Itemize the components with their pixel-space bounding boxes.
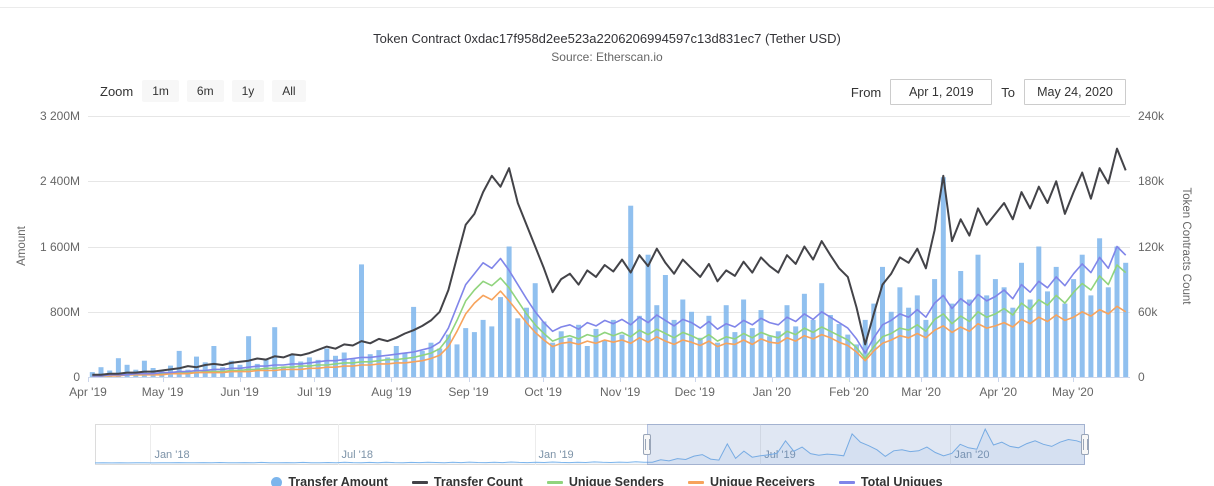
- navigator-series[interactable]: [95, 424, 1085, 465]
- x-axis-tick: [88, 377, 89, 382]
- x-axis-tick-label: Apr '19: [69, 385, 107, 399]
- x-axis-line: [88, 377, 1130, 378]
- x-axis-tick: [694, 377, 696, 382]
- x-axis-tick-label: Oct '19: [524, 385, 562, 399]
- y-axis-tick-label-right: 240k: [1138, 109, 1165, 123]
- y-axis-tick-label-left: 1 600M: [39, 239, 80, 254]
- legend-item-unique-receivers[interactable]: Unique Receivers: [688, 475, 815, 486]
- gridline: [88, 246, 1130, 248]
- line-series-unique-receivers[interactable]: [92, 290, 1127, 377]
- legend-item-transfer-amount[interactable]: Transfer Amount: [271, 475, 388, 486]
- x-axis-tick-label: May '19: [141, 385, 184, 399]
- y-axis-tick-label-left: 0: [73, 370, 80, 384]
- y-axis-tick-label-right: 0: [1138, 370, 1145, 384]
- x-axis-tick-label: Apr '20: [979, 385, 1017, 399]
- legend-item-label: Transfer Amount: [288, 475, 388, 486]
- navigator-axis-label: Jul '19: [764, 449, 795, 461]
- navigator-gridline: [150, 424, 152, 465]
- zoom-toolbar: Zoom 1m 6m 1y All: [100, 80, 306, 102]
- y-axis-tick-label-left: 3 200M: [39, 109, 80, 123]
- x-axis-tick: [1072, 377, 1074, 382]
- navigator-gridline: [337, 424, 339, 465]
- chart-title: Token Contract 0xdac17f958d2ee523a220620…: [373, 31, 841, 46]
- y-axis-tick-label-right: 60k: [1138, 304, 1158, 319]
- x-axis-tick-label: Jun '19: [220, 385, 259, 399]
- navigator-handle-right[interactable]: [1081, 434, 1089, 455]
- gridline: [88, 181, 1130, 183]
- from-label: From: [850, 84, 882, 100]
- legend-item-label: Unique Receivers: [710, 475, 815, 486]
- legend-item-total-uniques[interactable]: Total Uniques: [838, 475, 943, 486]
- y-axis-tick-label-right: 180k: [1138, 174, 1165, 189]
- y-axis-tick-label-right: 120k: [1138, 239, 1165, 254]
- line-series-total-uniques[interactable]: [92, 245, 1127, 377]
- navigator-gridline: [534, 424, 536, 465]
- date-range-toolbar: From To: [851, 79, 1126, 105]
- zoom-all-button[interactable]: All: [272, 80, 306, 102]
- x-axis-tick: [771, 377, 773, 382]
- zoom-1y-button[interactable]: 1y: [231, 80, 265, 102]
- line-series-unique-senders[interactable]: [92, 264, 1127, 377]
- legend-marker: [411, 480, 428, 484]
- x-axis-tick-label: Mar '20: [901, 385, 941, 399]
- x-axis-tick: [239, 377, 241, 382]
- legend-marker: [838, 480, 855, 484]
- zoom-6m-button[interactable]: 6m: [186, 80, 224, 102]
- x-axis-tick: [314, 377, 316, 382]
- navigator-axis-label: Jan '20: [954, 449, 989, 461]
- from-date-input[interactable]: [890, 79, 993, 105]
- navigator-handle-left[interactable]: [643, 434, 652, 455]
- legend-marker: [271, 476, 283, 486]
- top-divider: [0, 7, 1214, 8]
- chart-subtitle: Source: Etherscan.io: [551, 50, 663, 64]
- legend-marker: [546, 480, 563, 484]
- x-axis-tick: [848, 377, 850, 382]
- legend-item-label: Transfer Count: [433, 475, 523, 486]
- legend-item-transfer-count[interactable]: Transfer Count: [411, 475, 523, 486]
- gridline: [88, 311, 1130, 313]
- navigator-gridline: [950, 424, 952, 465]
- navigator-gridline: [760, 424, 762, 465]
- zoom-label: Zoom: [100, 83, 134, 99]
- x-axis-tick-label: Aug '19: [371, 385, 412, 399]
- x-axis-tick: [468, 377, 470, 382]
- x-axis-tick: [620, 377, 622, 382]
- x-axis-tick-label: Jul '19: [297, 385, 332, 399]
- x-axis-tick-label: Feb '20: [829, 385, 869, 399]
- navigator-selection[interactable]: [647, 424, 1085, 465]
- x-axis-tick-label: Sep '19: [448, 385, 489, 399]
- navigator-axis-label: Jul '18: [341, 449, 373, 461]
- y-axis-tick-label-left: 2 400M: [39, 174, 80, 189]
- to-label: To: [1001, 84, 1015, 100]
- plot-area[interactable]: [88, 116, 1130, 377]
- navigator-axis-label: Jan '19: [538, 449, 574, 461]
- line-series-transfer-count[interactable]: [92, 147, 1127, 376]
- legend-marker: [688, 480, 704, 484]
- x-axis-tick: [391, 377, 393, 382]
- legend-item-unique-senders[interactable]: Unique Senders: [546, 475, 664, 486]
- zoom-buttons-group: 1m 6m 1y All: [142, 80, 306, 102]
- x-axis-tick-label: Jan '20: [752, 385, 792, 399]
- bar-series-transfer-amount[interactable]: [89, 177, 1129, 377]
- x-axis-tick: [998, 377, 1000, 382]
- x-axis-tick: [162, 377, 164, 382]
- to-date-input[interactable]: [1024, 79, 1126, 105]
- x-axis-tick-label: Dec '19: [674, 385, 715, 399]
- y-axis-tick-label-left: 800M: [49, 304, 80, 319]
- x-axis-tick: [921, 377, 923, 382]
- gridline: [88, 116, 1130, 117]
- legend: Transfer Amount Transfer Count Unique Send…: [0, 475, 1214, 486]
- x-axis-tick-label: May '20: [1051, 385, 1094, 399]
- navigator-axis-label: Jan '18: [154, 449, 190, 461]
- legend-item-label: Total Uniques: [860, 475, 943, 486]
- legend-item-label: Unique Senders: [568, 475, 664, 486]
- zoom-1m-button[interactable]: 1m: [142, 80, 179, 102]
- x-axis-tick-label: Nov '19: [599, 385, 641, 399]
- x-axis-tick: [543, 377, 545, 382]
